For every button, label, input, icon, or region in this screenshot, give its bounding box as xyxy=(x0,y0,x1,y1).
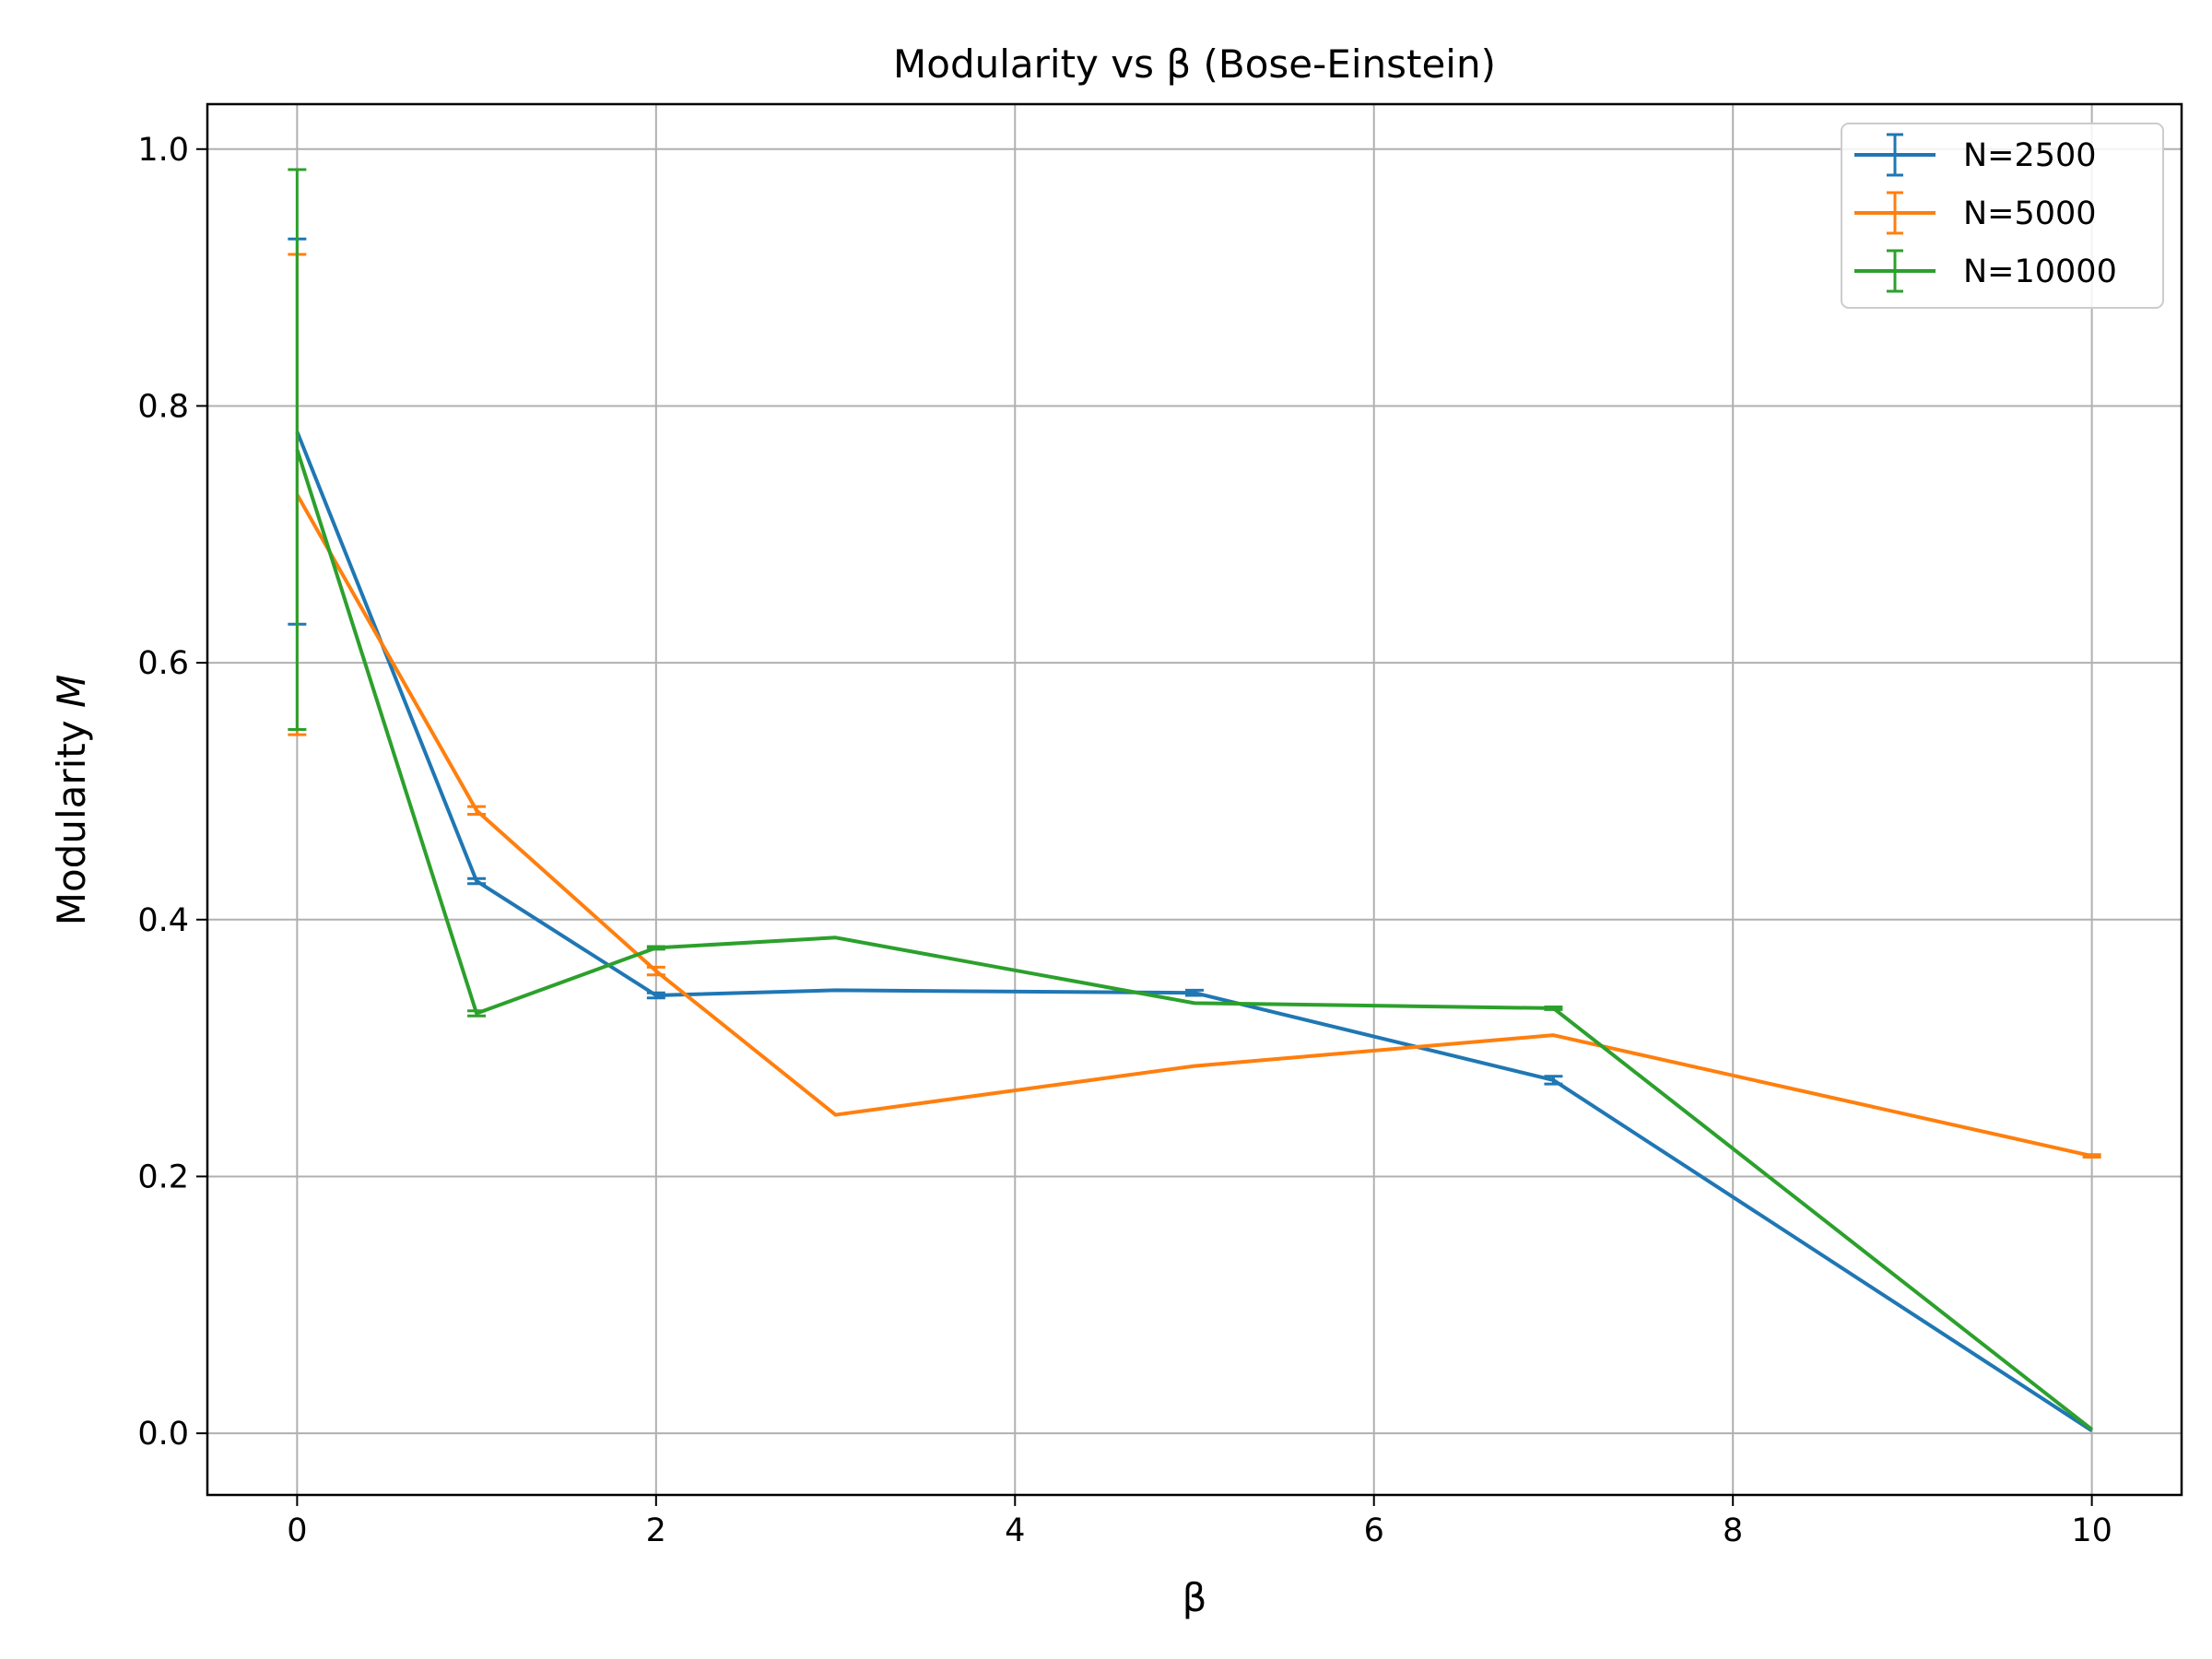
ticks: 0 2 4 6 8 10 0.0 0.2 0.4 0.6 0.8 1.0 xyxy=(137,132,2112,1549)
y-tick-label: 0.0 xyxy=(137,1416,189,1453)
y-tick-label: 0.6 xyxy=(137,645,189,682)
y-tick-label: 0.2 xyxy=(137,1159,189,1195)
y-axis-title-symbol: M xyxy=(49,675,94,708)
x-tick-label: 4 xyxy=(1005,1512,1025,1549)
plot-frame xyxy=(206,102,2183,1497)
legend-label: N=2500 xyxy=(1963,137,2097,174)
x-tick-label: 8 xyxy=(1723,1512,1743,1549)
y-tick-label: 0.8 xyxy=(137,388,189,425)
y-tick-label: 0.4 xyxy=(137,902,189,939)
series-N=10000 xyxy=(288,168,2093,1431)
x-tick-label: 10 xyxy=(2071,1512,2112,1549)
legend-label: N=10000 xyxy=(1963,253,2117,290)
series-line xyxy=(295,430,2093,1433)
series-line xyxy=(295,493,2093,1159)
y-tick-label: 1.0 xyxy=(137,132,189,169)
x-tick-label: 0 xyxy=(287,1512,307,1549)
series-group xyxy=(288,168,2101,1433)
x-tick-label: 6 xyxy=(1364,1512,1384,1549)
chart-title: Modularity vs β (Bose-Einstein) xyxy=(893,41,1496,87)
series-line xyxy=(295,449,2093,1431)
legend-box xyxy=(1841,123,2164,309)
y-axis-title-text: Modularity xyxy=(49,720,94,925)
x-axis-title: β xyxy=(1182,1575,1207,1620)
x-tick-label: 2 xyxy=(646,1512,666,1549)
legend: N=2500 N=5000 N=10000 xyxy=(1841,123,2164,309)
y-axis-title: Modularity M xyxy=(49,675,94,926)
legend-label: N=5000 xyxy=(1963,195,2097,232)
